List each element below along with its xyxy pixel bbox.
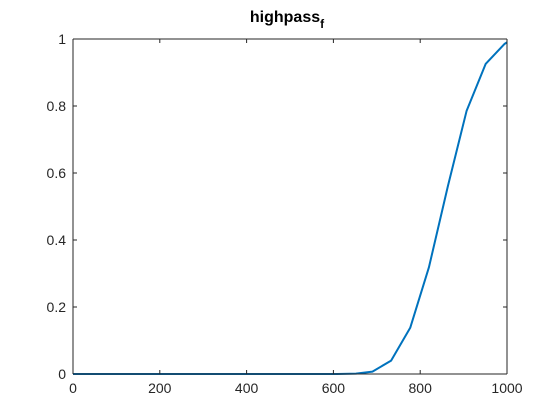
chart-title-subscript: f [320,17,325,31]
x-tick-label: 400 [235,380,259,396]
y-tick-label: 1 [58,31,66,47]
axes-layer [72,38,508,375]
x-tick-label: 600 [322,380,346,396]
y-tick-label: 0.6 [47,165,67,181]
plot-area [73,39,507,374]
chart-title-main: highpass [250,9,320,26]
x-tick-label: 200 [148,380,172,396]
x-tick-label: 0 [69,380,77,396]
y-tick-label: 0.8 [47,98,67,114]
y-tick-label: 0 [58,366,66,382]
x-tick-label: 1000 [491,380,522,396]
y-tick-label: 0.4 [47,232,67,248]
y-tick-label: 0.2 [47,299,67,315]
chart-title: highpassf [250,9,325,31]
x-tick-label: 800 [409,380,433,396]
ticks-layer: 0 200 400 600 800 1000 0 0.2 0.4 0.6 0.8 1 [47,31,523,396]
